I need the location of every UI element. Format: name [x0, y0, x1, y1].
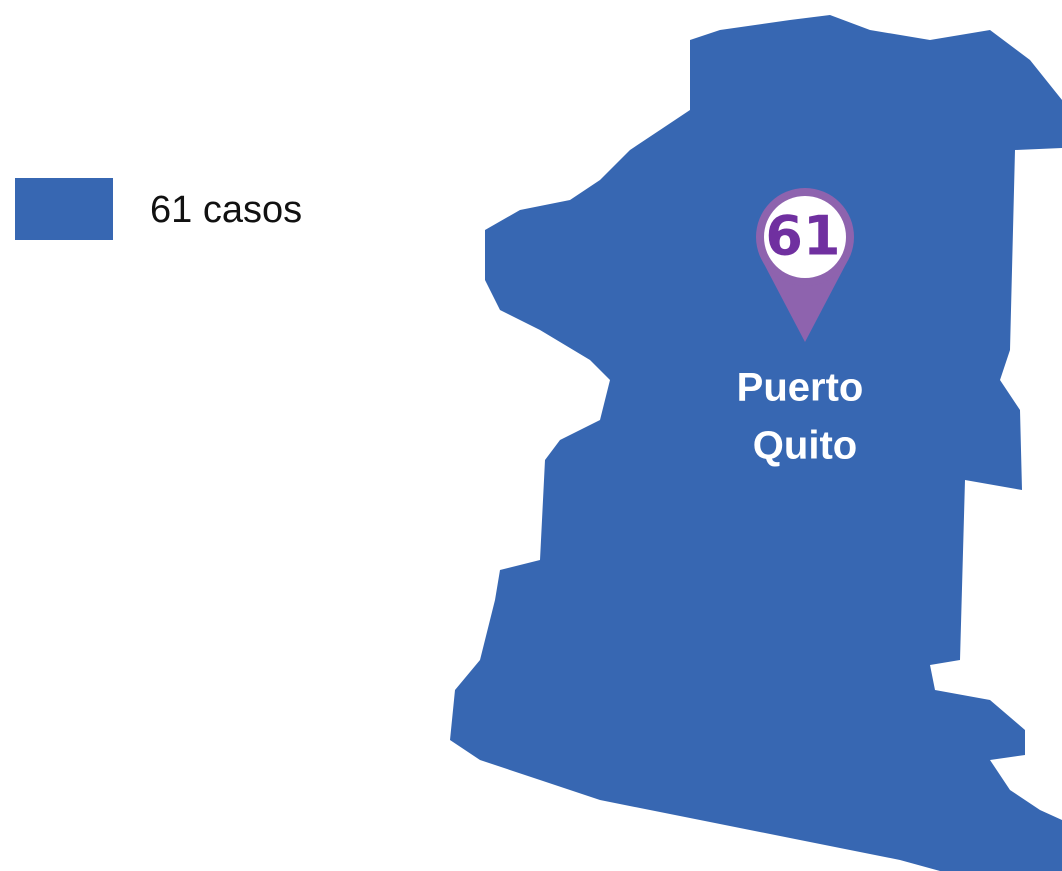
case-count: 61: [765, 205, 840, 268]
legend-label: 61 casos: [150, 189, 302, 231]
legend-swatch: [15, 178, 113, 240]
pin-tail: [763, 262, 847, 342]
pin-inner: [764, 196, 846, 278]
map-pin: 61: [756, 188, 854, 342]
region-name: Quito: [753, 424, 857, 468]
region-name: Puerto: [737, 366, 864, 410]
region-shape: [450, 15, 1062, 871]
